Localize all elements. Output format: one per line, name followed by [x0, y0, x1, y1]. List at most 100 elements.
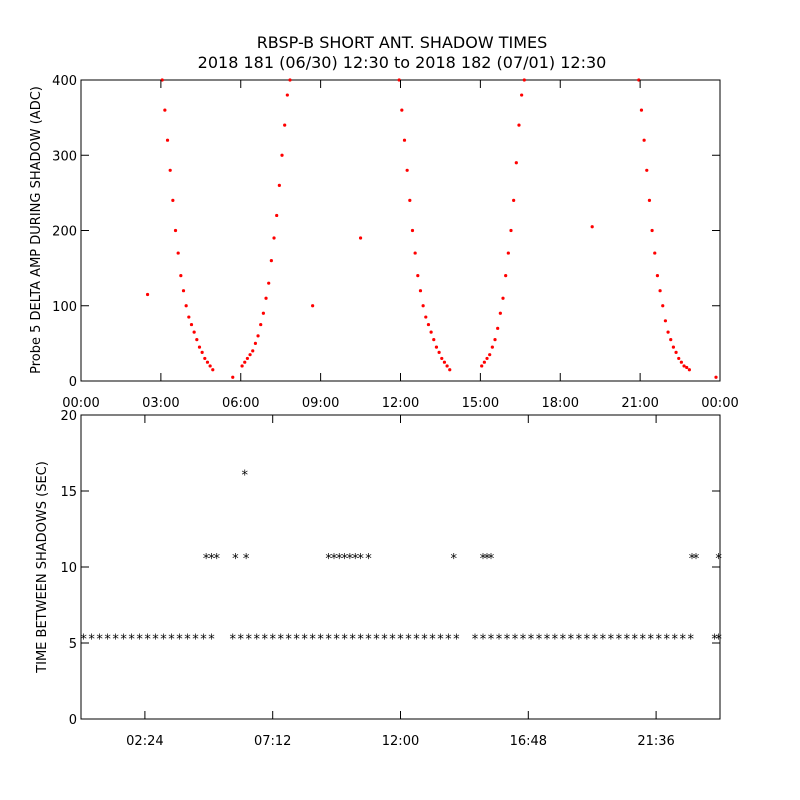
bottom-data-point: * [128, 632, 135, 647]
bottom-data-point: * [472, 632, 479, 647]
bottom-data-point: * [88, 632, 95, 647]
bottom-data-point: * [640, 632, 647, 647]
top-data-point [677, 356, 681, 361]
bottom-plot-frame [80, 414, 721, 720]
bottom-data-point: * [496, 632, 503, 647]
bottom-data-point: * [238, 632, 245, 647]
bottom-data-point: * [480, 632, 487, 647]
bottom-y-tick-label: 15 [60, 485, 77, 500]
bottom-data-point: * [253, 632, 260, 647]
bottom-x-tick-label: 21:36 [637, 734, 674, 749]
bottom-y-tick-label: 5 [69, 637, 77, 652]
top-data-point [517, 123, 521, 127]
top-panel: 00:00 03:00 06:00 09:00 12:00 15:00 18:00 21:00… [29, 74, 739, 411]
top-data-point [275, 213, 279, 218]
bottom-data-point: * [568, 632, 575, 647]
bottom-data-point: * [656, 632, 663, 647]
top-data-point [645, 168, 649, 172]
bottom-data-point: * [120, 632, 127, 647]
bottom-data-point: * [632, 632, 639, 647]
bottom-data-point: * [333, 632, 340, 647]
top-x-tick-label: 06:00 [222, 396, 259, 411]
bottom-data-point: * [176, 632, 183, 647]
top-data-point [179, 274, 183, 278]
top-data-point [267, 281, 271, 285]
bottom-data-point: * [451, 552, 458, 567]
bottom-data-point: * [347, 552, 354, 567]
top-data-point [400, 108, 404, 112]
top-data-point [410, 228, 415, 233]
top-data-point [434, 345, 439, 349]
top-x-tick-label: 09:00 [302, 396, 339, 411]
top-y-axis-label: Probe 5 DELTA AMP DURING SHADOW (ADC) [29, 86, 44, 374]
bottom-data-point: * [381, 632, 388, 647]
bottom-data-point: * [341, 632, 348, 647]
bottom-data-point: * [301, 632, 308, 647]
bottom-data-point: * [536, 632, 543, 647]
top-data-point [259, 322, 263, 327]
bottom-data-point: * [689, 552, 696, 567]
bottom-data-point: * [214, 552, 221, 567]
top-data-point [208, 364, 212, 368]
top-data-point [482, 360, 486, 364]
top-x-tick-label: 03:00 [142, 396, 179, 411]
top-x-tick-label: 12:00 [382, 396, 419, 411]
top-data-point [674, 350, 678, 355]
bottom-data-point: * [104, 632, 111, 647]
bottom-data-point: * [208, 552, 215, 567]
top-data-point [311, 304, 315, 308]
bottom-data-point: * [365, 632, 372, 647]
bottom-data-point: * [325, 632, 332, 647]
top-data-point [358, 236, 363, 240]
top-data-point [496, 326, 500, 330]
top-data-point [429, 330, 433, 334]
top-data-point [661, 304, 665, 308]
bottom-data-point: * [608, 632, 615, 647]
top-y-tick-label: 200 [52, 225, 77, 240]
top-data-point [437, 350, 441, 355]
bottom-data-point: * [576, 632, 583, 647]
top-x-tick-label: 15:00 [462, 396, 499, 411]
bottom-data-point: * [421, 632, 428, 647]
bottom-data-point: * [96, 632, 103, 647]
top-data-point [248, 353, 252, 357]
top-data-point [285, 93, 289, 97]
top-data-point [272, 236, 276, 240]
bottom-x-tick-label: 12:00 [382, 734, 419, 749]
bottom-data-point: * [528, 632, 535, 647]
top-x-tick-label: 00:00 [701, 396, 738, 411]
top-data-point [442, 360, 447, 364]
top-data-point [211, 368, 215, 372]
top-x-tick-label: 18:00 [542, 396, 579, 411]
top-data-point [280, 153, 284, 157]
bottom-data-point: * [693, 552, 700, 567]
top-y-tick-label: 300 [52, 149, 77, 164]
top-data-point [488, 353, 492, 357]
top-data-point [288, 78, 292, 82]
top-data-point [653, 251, 657, 255]
top-data-point [440, 356, 444, 361]
bottom-data-point: * [152, 632, 159, 647]
bottom-data-point: * [413, 632, 420, 647]
top-data-point [509, 228, 513, 233]
bottom-data-point: * [80, 632, 87, 647]
bottom-data-point: * [488, 552, 495, 567]
top-data-point [448, 368, 452, 372]
top-data-point [512, 198, 516, 202]
bottom-data-point: * [192, 632, 199, 647]
top-data-point [687, 368, 691, 372]
bottom-data-point: * [269, 632, 276, 647]
top-data-point [413, 251, 417, 255]
bottom-data-point: * [671, 632, 678, 647]
bottom-data-point: * [445, 632, 452, 647]
bottom-data-point: * [245, 632, 252, 647]
bottom-y-tick-label: 10 [60, 561, 77, 576]
bottom-data-point: * [160, 632, 167, 647]
bottom-data-point: * [357, 552, 364, 567]
bottom-data-point: * [136, 632, 143, 647]
bottom-data-point: * [687, 632, 694, 647]
bottom-data-point: * [349, 632, 356, 647]
bottom-data-point: * [144, 632, 151, 647]
top-data-point [181, 289, 186, 293]
top-data-point [432, 338, 436, 342]
